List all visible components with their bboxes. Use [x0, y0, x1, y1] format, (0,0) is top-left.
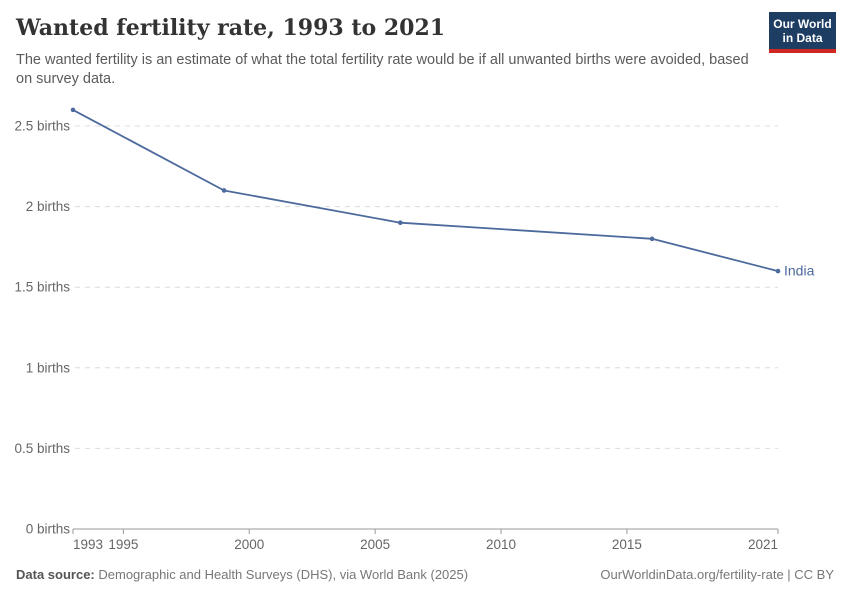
data-point-1999 [221, 188, 227, 193]
data-source-label: Data source: [16, 567, 95, 582]
data-point-2021 [775, 268, 781, 274]
data-point-2016 [649, 236, 655, 242]
x-tick-label: 2015 [612, 537, 642, 552]
x-tick-label: 1995 [108, 537, 138, 552]
logo-text-line1: Our World [773, 17, 832, 31]
y-tick-label: 0 births [26, 522, 71, 537]
data-point-2006 [398, 220, 403, 226]
data-source: Data source: Demographic and Health Surv… [16, 567, 468, 583]
x-tick-label: 2010 [486, 537, 516, 552]
y-tick-label: 1.5 births [14, 280, 70, 295]
y-tick-label: 2 births [26, 199, 71, 214]
x-tick-label: 2000 [234, 537, 264, 552]
x-tick-label: 2005 [360, 537, 390, 552]
data-point-1993 [70, 107, 76, 113]
owid-logo: Our World in Data [769, 12, 836, 53]
page-title: Wanted fertility rate, 1993 to 2021 [16, 15, 446, 41]
series-label-india: India [784, 263, 815, 279]
chart-subtitle: The wanted fertility is an estimate of w… [16, 52, 749, 87]
x-tick-label: 2021 [748, 537, 778, 552]
y-tick-label: 0.5 births [14, 441, 70, 456]
y-tick-label: 2.5 births [14, 119, 70, 134]
y-tick-label: 1 births [26, 360, 71, 375]
logo-text-line2: in Data [782, 31, 823, 45]
footer: Data source: Demographic and Health Surv… [16, 567, 834, 583]
india-line-series [72, 109, 779, 272]
credit-link[interactable]: OurWorldinData.org/fertility-rate | CC B… [600, 567, 834, 582]
data-source-text: Demographic and Health Surveys (DHS), vi… [98, 567, 469, 582]
x-tick-label: 1993 [73, 537, 103, 552]
